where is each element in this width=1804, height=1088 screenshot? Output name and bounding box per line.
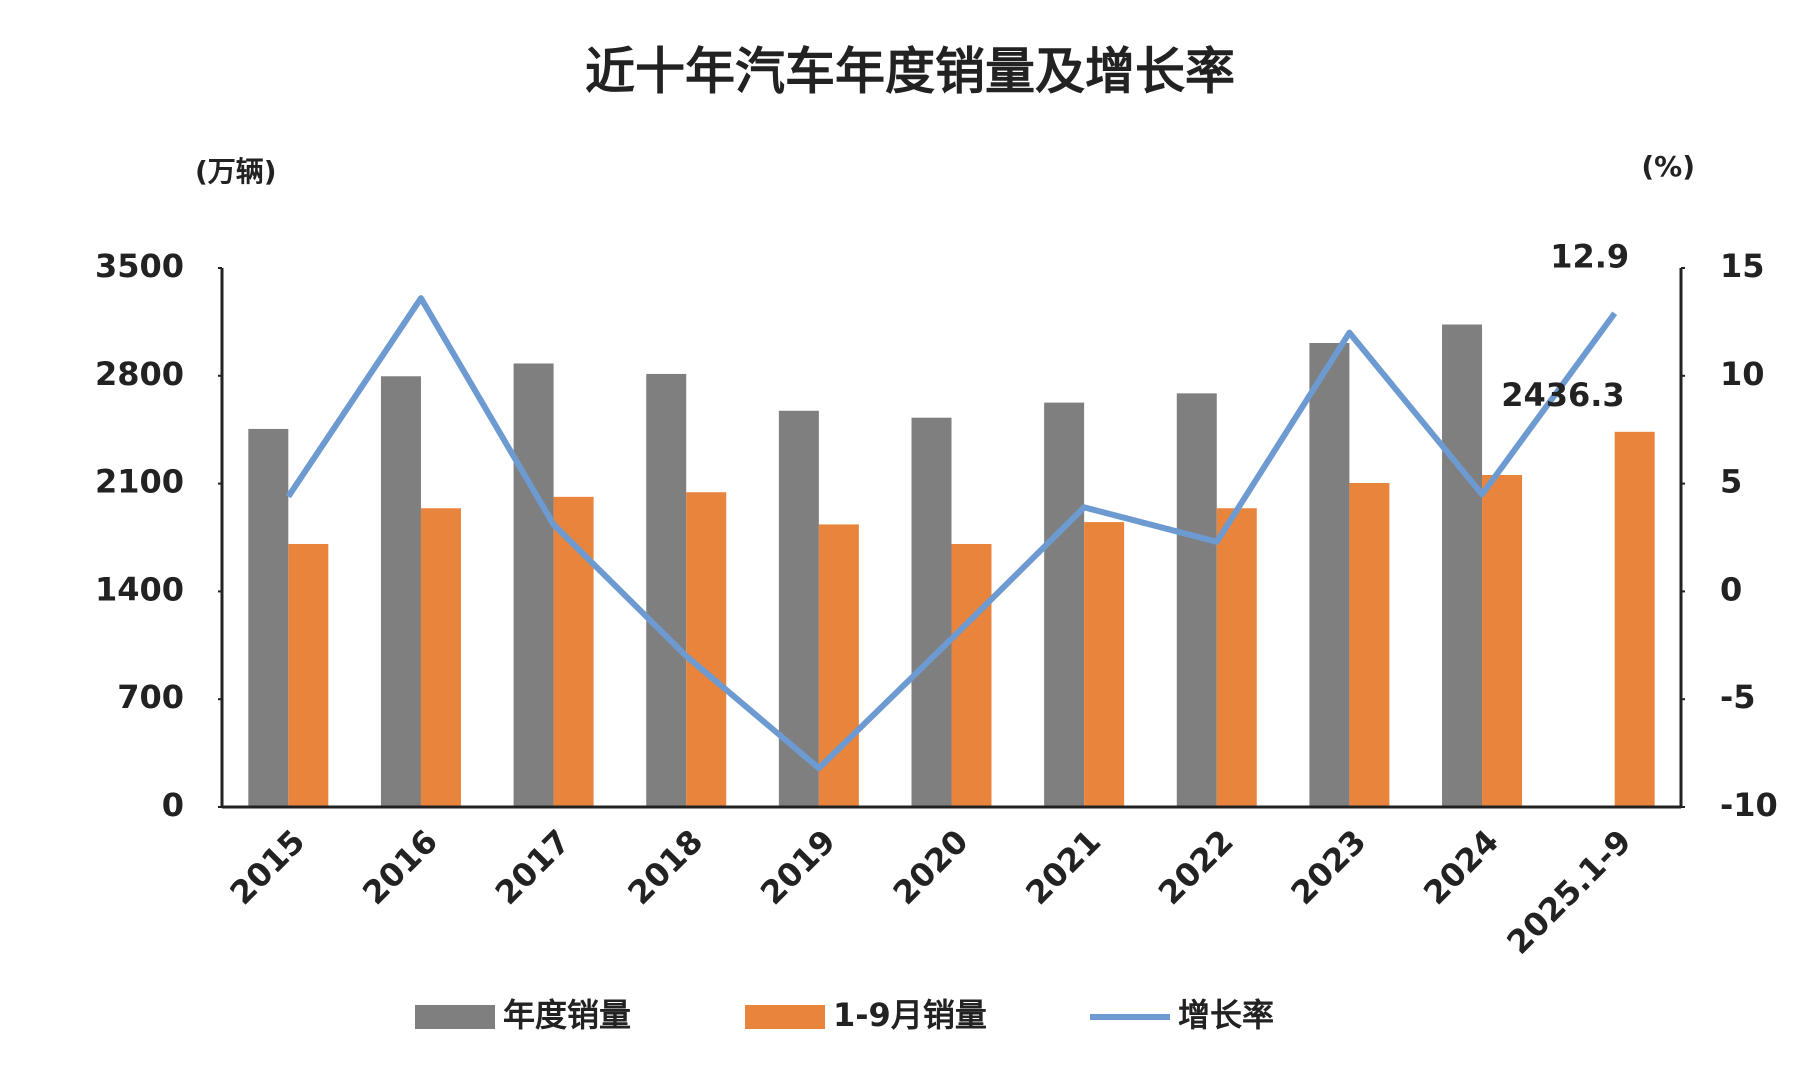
y2-tick-label: 5 [1720, 463, 1742, 501]
legend-swatch [745, 1005, 825, 1029]
y-axis-label: (万辆) [195, 155, 277, 188]
y2-tick-label: 10 [1720, 355, 1765, 393]
bar [1044, 402, 1085, 807]
bar [1084, 522, 1125, 807]
y-tick-label: 2100 [95, 463, 184, 501]
x-tick-label: 2019 [753, 822, 843, 912]
bar [646, 373, 687, 807]
bar [1482, 474, 1523, 807]
bar [951, 543, 992, 807]
legend-label: 1-9月销量 [833, 996, 987, 1034]
y-tick-label: 0 [162, 786, 184, 824]
y2-tick-label: 15 [1720, 247, 1765, 285]
x-tick-label: 2021 [1018, 822, 1108, 912]
bar [420, 508, 461, 807]
y-tick-label: 1400 [95, 570, 184, 608]
y-tick-label: 3500 [95, 247, 184, 285]
bar [248, 428, 289, 807]
bar [380, 376, 421, 807]
x-tick-label: 2024 [1416, 822, 1506, 912]
legend-swatch [415, 1005, 495, 1029]
bar [686, 492, 727, 807]
bar [1176, 393, 1217, 807]
bar [288, 543, 329, 807]
legend-label: 增长率 [1178, 996, 1274, 1034]
x-tick-label: 2022 [1151, 822, 1241, 912]
bar [911, 417, 952, 807]
bar [1614, 431, 1655, 807]
y-tick-label: 2800 [95, 355, 184, 393]
x-tick-label: 2020 [886, 822, 976, 912]
x-tick-label: 2017 [488, 822, 578, 912]
bar [1349, 482, 1390, 807]
data-label: 2436.3 [1501, 376, 1624, 414]
data-label: 12.9 [1550, 237, 1629, 275]
chart-title: 近十年汽车年度销量及增长率 [585, 43, 1235, 101]
bar [1442, 324, 1483, 807]
bar [1309, 342, 1350, 807]
y2-tick-label: -5 [1720, 678, 1756, 716]
line [285, 295, 1618, 772]
y2-tick-label: -10 [1720, 786, 1778, 824]
y-tick-label: 700 [117, 678, 184, 716]
x-tick-label: 2025.1-9 [1499, 822, 1638, 961]
bar [513, 363, 554, 807]
y2-axis-label: (%) [1641, 150, 1695, 183]
bar [1216, 508, 1257, 807]
x-tick-label: 2018 [620, 822, 710, 912]
legend-label: 年度销量 [503, 996, 631, 1034]
y2-tick-label: 0 [1720, 570, 1742, 608]
x-tick-label: 2023 [1284, 822, 1374, 912]
x-tick-label: 2016 [355, 822, 445, 912]
x-tick-label: 2015 [222, 822, 312, 912]
